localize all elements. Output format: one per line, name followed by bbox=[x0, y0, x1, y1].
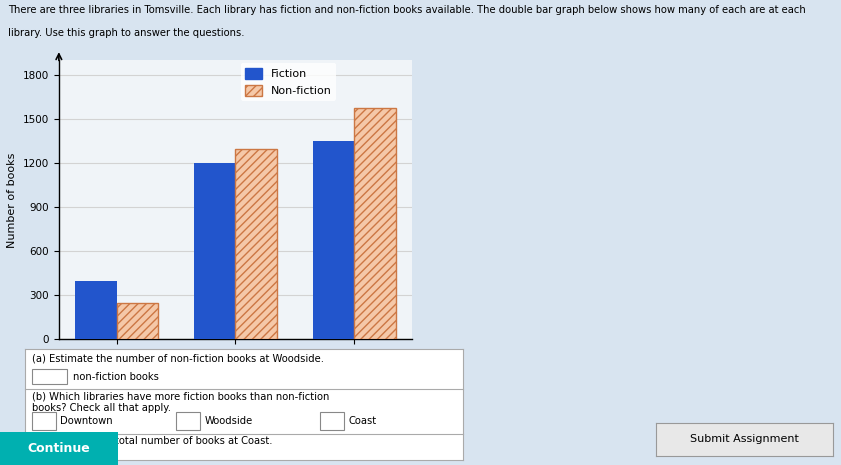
Bar bbox=[117, 303, 158, 339]
Text: Coast: Coast bbox=[349, 416, 377, 426]
Text: There are three libraries in Tomsville. Each library has fiction and non-fiction: There are three libraries in Tomsville. … bbox=[8, 5, 807, 15]
Text: Submit Assignment: Submit Assignment bbox=[690, 434, 799, 445]
Text: (c) Estimate the total number of books at Coast.: (c) Estimate the total number of books a… bbox=[32, 436, 272, 446]
FancyBboxPatch shape bbox=[32, 412, 56, 430]
Bar bbox=[75, 281, 117, 339]
FancyBboxPatch shape bbox=[176, 412, 200, 430]
Text: library. Use this graph to answer the questions.: library. Use this graph to answer the qu… bbox=[8, 28, 245, 38]
FancyBboxPatch shape bbox=[320, 412, 345, 430]
Legend: Fiction, Non-fiction: Fiction, Non-fiction bbox=[241, 63, 336, 100]
Bar bbox=[313, 141, 354, 339]
Y-axis label: Number of books: Number of books bbox=[8, 152, 18, 248]
Bar bbox=[235, 148, 277, 339]
Text: non-fiction books: non-fiction books bbox=[73, 372, 159, 382]
FancyBboxPatch shape bbox=[32, 441, 66, 457]
Text: (a) Estimate the number of non-fiction books at Woodside.: (a) Estimate the number of non-fiction b… bbox=[32, 353, 324, 363]
Bar bbox=[194, 163, 235, 339]
Text: Continue: Continue bbox=[28, 442, 90, 455]
Text: Woodside: Woodside bbox=[204, 416, 253, 426]
Text: (b) Which libraries have more fiction books than non-fiction
books? Check all th: (b) Which libraries have more fiction bo… bbox=[32, 391, 329, 413]
Text: books: books bbox=[73, 444, 103, 454]
Text: Downtown: Downtown bbox=[61, 416, 113, 426]
Bar bbox=[354, 108, 396, 339]
FancyBboxPatch shape bbox=[32, 369, 66, 385]
